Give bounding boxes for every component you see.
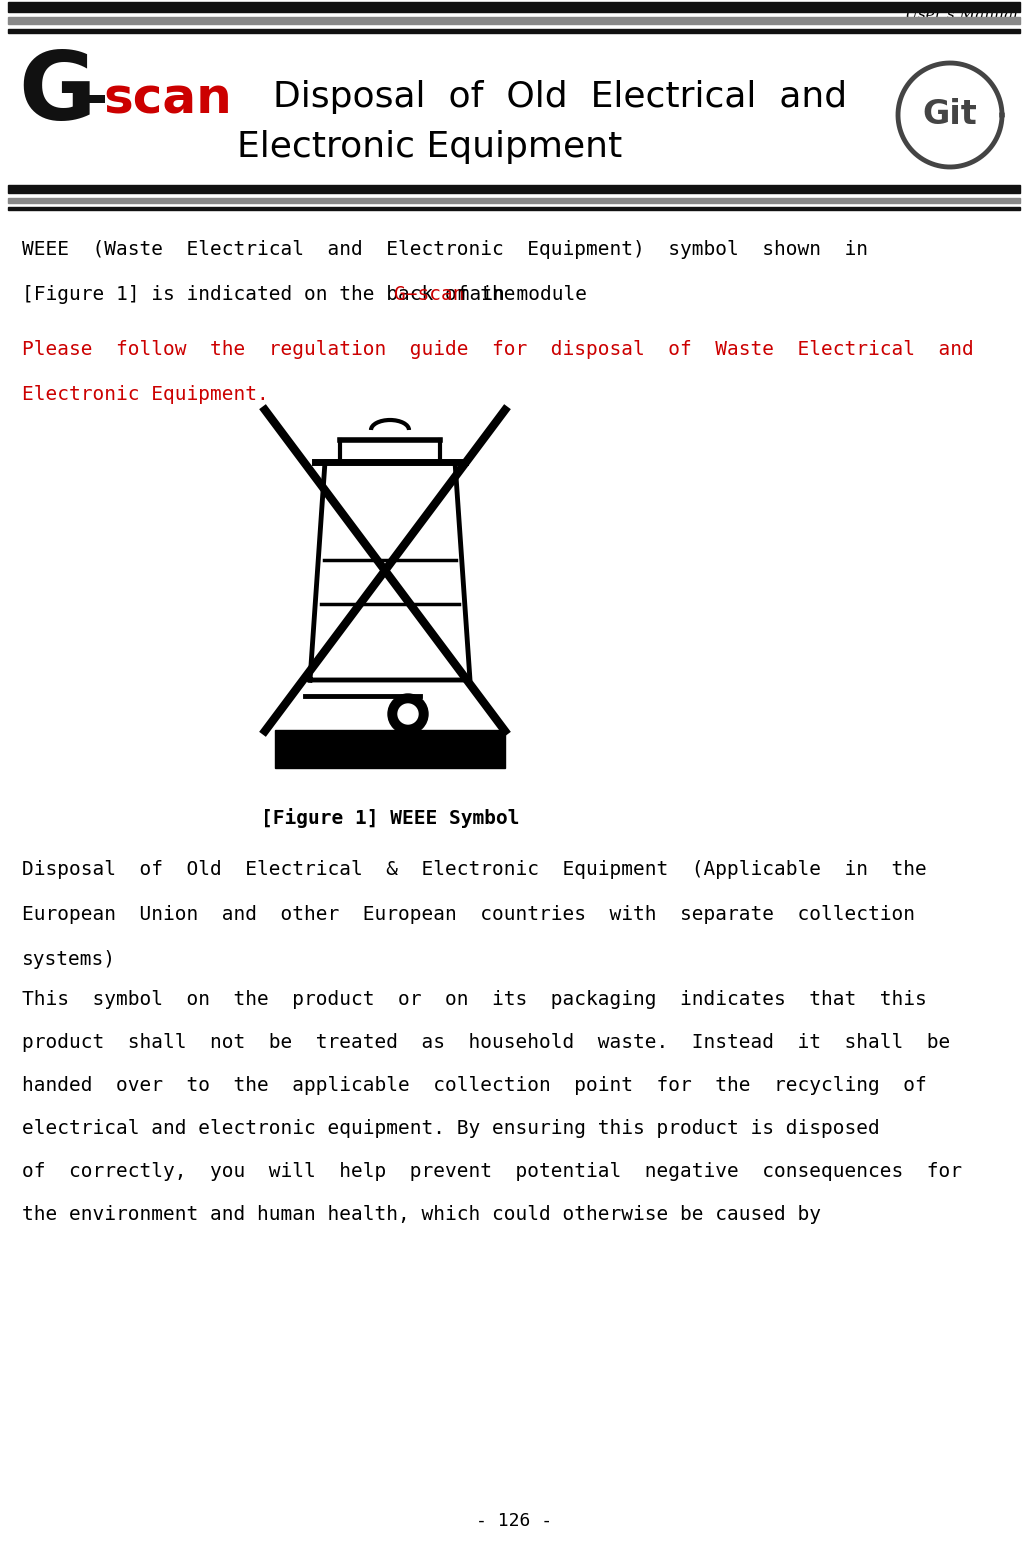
Text: -: - xyxy=(85,74,107,127)
Bar xyxy=(8,2,1020,12)
Text: Electronic Equipment: Electronic Equipment xyxy=(237,130,623,164)
Text: Git: Git xyxy=(922,99,978,131)
Text: Disposal  of  Old  Electrical  and: Disposal of Old Electrical and xyxy=(273,80,847,114)
Bar xyxy=(8,207,1020,210)
Bar xyxy=(276,730,505,768)
Text: product  shall  not  be  treated  as  household  waste.  Instead  it  shall  be: product shall not be treated as househol… xyxy=(22,1033,950,1051)
Text: Please  follow  the  regulation  guide  for  disposal  of  Waste  Electrical  an: Please follow the regulation guide for d… xyxy=(22,340,974,359)
Text: main module: main module xyxy=(446,284,587,305)
Text: G: G xyxy=(19,48,96,141)
Text: This  symbol  on  the  product  or  on  its  packaging  indicates  that  this: This symbol on the product or on its pac… xyxy=(22,989,927,1010)
Text: the environment and human health, which could otherwise be caused by: the environment and human health, which … xyxy=(22,1204,821,1224)
Text: Electronic Equipment.: Electronic Equipment. xyxy=(22,385,268,404)
Text: Disposal  of  Old  Electrical  &  Electronic  Equipment  (Applicable  in  the: Disposal of Old Electrical & Electronic … xyxy=(22,860,927,880)
Text: European  Union  and  other  European  countries  with  separate  collection: European Union and other European countr… xyxy=(22,904,915,925)
Bar xyxy=(8,29,1020,32)
Text: handed  over  to  the  applicable  collection  point  for  the  recycling  of: handed over to the applicable collection… xyxy=(22,1076,927,1095)
Text: WEEE  (Waste  Electrical  and  Electronic  Equipment)  symbol  shown  in: WEEE (Waste Electrical and Electronic Eq… xyxy=(22,240,868,260)
Bar xyxy=(8,198,1020,203)
Text: electrical and electronic equipment. By ensuring this product is disposed: electrical and electronic equipment. By … xyxy=(22,1119,880,1138)
Text: scan: scan xyxy=(103,76,231,124)
Text: User’s Manual: User’s Manual xyxy=(905,8,1018,22)
Circle shape xyxy=(388,694,428,734)
Circle shape xyxy=(398,703,418,724)
Polygon shape xyxy=(310,462,470,680)
Bar xyxy=(8,17,1020,25)
Text: systems): systems) xyxy=(22,949,116,969)
Text: - 126 -: - 126 - xyxy=(476,1512,552,1531)
Text: G−scan: G−scan xyxy=(394,284,465,305)
Text: [Figure 1] WEEE Symbol: [Figure 1] WEEE Symbol xyxy=(261,809,519,829)
Bar xyxy=(8,186,1020,193)
Text: of  correctly,  you  will  help  prevent  potential  negative  consequences  for: of correctly, you will help prevent pote… xyxy=(22,1163,962,1181)
Text: [Figure 1] is indicated on the back of the: [Figure 1] is indicated on the back of t… xyxy=(22,284,527,305)
